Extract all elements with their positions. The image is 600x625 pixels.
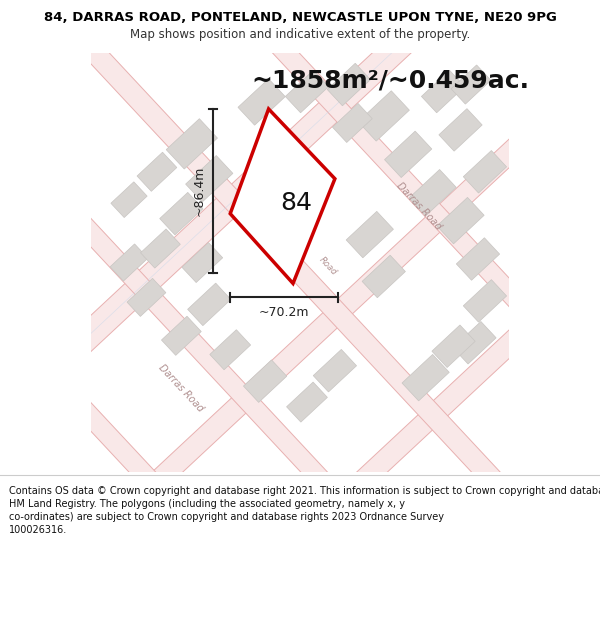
Polygon shape [421, 70, 465, 112]
Polygon shape [332, 103, 372, 142]
Polygon shape [385, 131, 432, 178]
Polygon shape [166, 119, 217, 169]
Polygon shape [463, 279, 506, 322]
Polygon shape [287, 382, 328, 422]
Polygon shape [104, 0, 600, 485]
Text: ~86.4m: ~86.4m [193, 166, 206, 216]
Text: Darras Road: Darras Road [157, 362, 206, 414]
Polygon shape [362, 255, 406, 298]
Polygon shape [439, 109, 482, 151]
Polygon shape [110, 244, 148, 281]
Polygon shape [432, 325, 475, 368]
Text: ~70.2m: ~70.2m [259, 306, 310, 319]
Text: Road: Road [317, 255, 338, 277]
Polygon shape [358, 91, 409, 141]
Polygon shape [238, 79, 285, 125]
Polygon shape [286, 70, 329, 112]
Polygon shape [457, 238, 500, 280]
Text: ~1858m²/~0.459ac.: ~1858m²/~0.459ac. [251, 69, 529, 92]
Polygon shape [230, 109, 335, 284]
Polygon shape [327, 63, 371, 106]
Polygon shape [160, 192, 203, 235]
Polygon shape [210, 330, 251, 370]
Polygon shape [2, 0, 588, 581]
Polygon shape [125, 118, 600, 625]
Polygon shape [140, 229, 181, 268]
Polygon shape [313, 349, 356, 392]
Polygon shape [111, 182, 147, 218]
Polygon shape [0, 126, 404, 625]
Polygon shape [437, 198, 484, 244]
Text: 84: 84 [281, 191, 313, 215]
Polygon shape [0, 0, 553, 491]
Text: Contains OS data © Crown copyright and database right 2021. This information is : Contains OS data © Crown copyright and d… [9, 486, 600, 535]
Polygon shape [29, 15, 600, 602]
Polygon shape [346, 211, 394, 258]
Polygon shape [161, 316, 201, 356]
Polygon shape [127, 278, 166, 316]
Polygon shape [409, 169, 456, 216]
Text: Map shows position and indicative extent of the property.: Map shows position and indicative extent… [130, 28, 470, 41]
Polygon shape [182, 242, 223, 282]
Polygon shape [0, 40, 496, 625]
Polygon shape [453, 321, 496, 364]
Text: 84, DARRAS ROAD, PONTELAND, NEWCASTLE UPON TYNE, NE20 9PG: 84, DARRAS ROAD, PONTELAND, NEWCASTLE UP… [44, 11, 556, 24]
Polygon shape [463, 151, 506, 193]
Text: Darras Road: Darras Road [394, 181, 443, 232]
Polygon shape [137, 152, 177, 191]
Polygon shape [185, 156, 233, 202]
Polygon shape [188, 283, 231, 326]
Polygon shape [451, 65, 491, 104]
Polygon shape [402, 354, 449, 401]
Polygon shape [244, 360, 287, 403]
